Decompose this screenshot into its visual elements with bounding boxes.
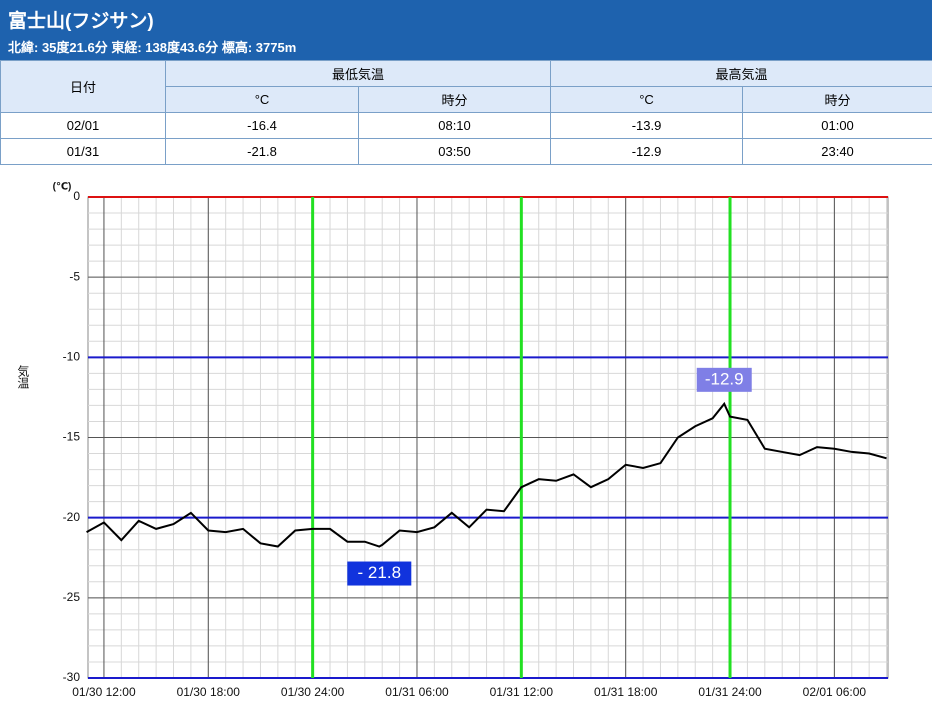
th: °C xyxy=(550,86,744,113)
th: 最高気温 xyxy=(550,60,932,87)
annotation: - 21.8 xyxy=(358,563,401,582)
th: 最低気温 xyxy=(164,60,552,87)
x-tick-label: 01/30 24:00 xyxy=(281,685,345,699)
th: 日付 xyxy=(0,60,166,113)
x-tick-label: 01/31 06:00 xyxy=(385,685,449,699)
cell: -16.4 xyxy=(165,112,359,139)
subtitle: 北緯: 35度21.6分 東経: 138度43.6分 標高: 3775m xyxy=(8,40,297,55)
th: 時分 xyxy=(742,86,932,113)
x-tick-label: 01/31 24:00 xyxy=(698,685,762,699)
cell: 01/31 xyxy=(0,138,166,165)
cell: 23:40 xyxy=(742,138,932,165)
th: °C xyxy=(165,86,359,113)
annotation-box xyxy=(696,367,752,392)
y-tick-label: -5 xyxy=(69,269,80,283)
y-tick-label: -15 xyxy=(63,430,81,444)
annotation-box xyxy=(347,561,412,586)
cell: -12.9 xyxy=(550,138,744,165)
cell: 01:00 xyxy=(742,112,932,139)
temperature-line xyxy=(86,401,887,548)
y-tick-label: -30 xyxy=(63,670,81,684)
x-tick-label: 01/30 18:00 xyxy=(177,685,241,699)
title: 富士山(フジサン) xyxy=(8,11,154,32)
cell: 08:10 xyxy=(357,112,552,139)
y-tick-label: 0 xyxy=(73,189,80,203)
x-tick-label: 02/01 06:00 xyxy=(803,685,867,699)
cell: -21.8 xyxy=(165,138,359,165)
cell: 02/01 xyxy=(0,112,166,139)
x-tick-label: 01/31 12:00 xyxy=(490,685,554,699)
y-tick-label: -25 xyxy=(63,590,81,604)
y-tick-label: -20 xyxy=(63,510,81,524)
y-tick-label: -10 xyxy=(63,350,81,364)
header: 富士山(フジサン) 北緯: 35度21.6分 東経: 138度43.6分 標高:… xyxy=(0,0,932,60)
cell: -13.9 xyxy=(550,112,744,139)
x-tick-label: 01/31 18:00 xyxy=(594,685,658,699)
th: 時分 xyxy=(357,86,552,113)
cell: 03:50 xyxy=(357,138,552,165)
y-axis-label: 気温 xyxy=(16,364,30,389)
y-unit: (℃) xyxy=(53,182,72,193)
table: 日付 最低気温 最高気温 °C 時分 °C 時分 02/01 -16.4 08:10… xyxy=(0,60,932,165)
x-tick-label: 01/30 12:00 xyxy=(72,685,136,699)
annotation: -12.9 xyxy=(705,369,744,388)
